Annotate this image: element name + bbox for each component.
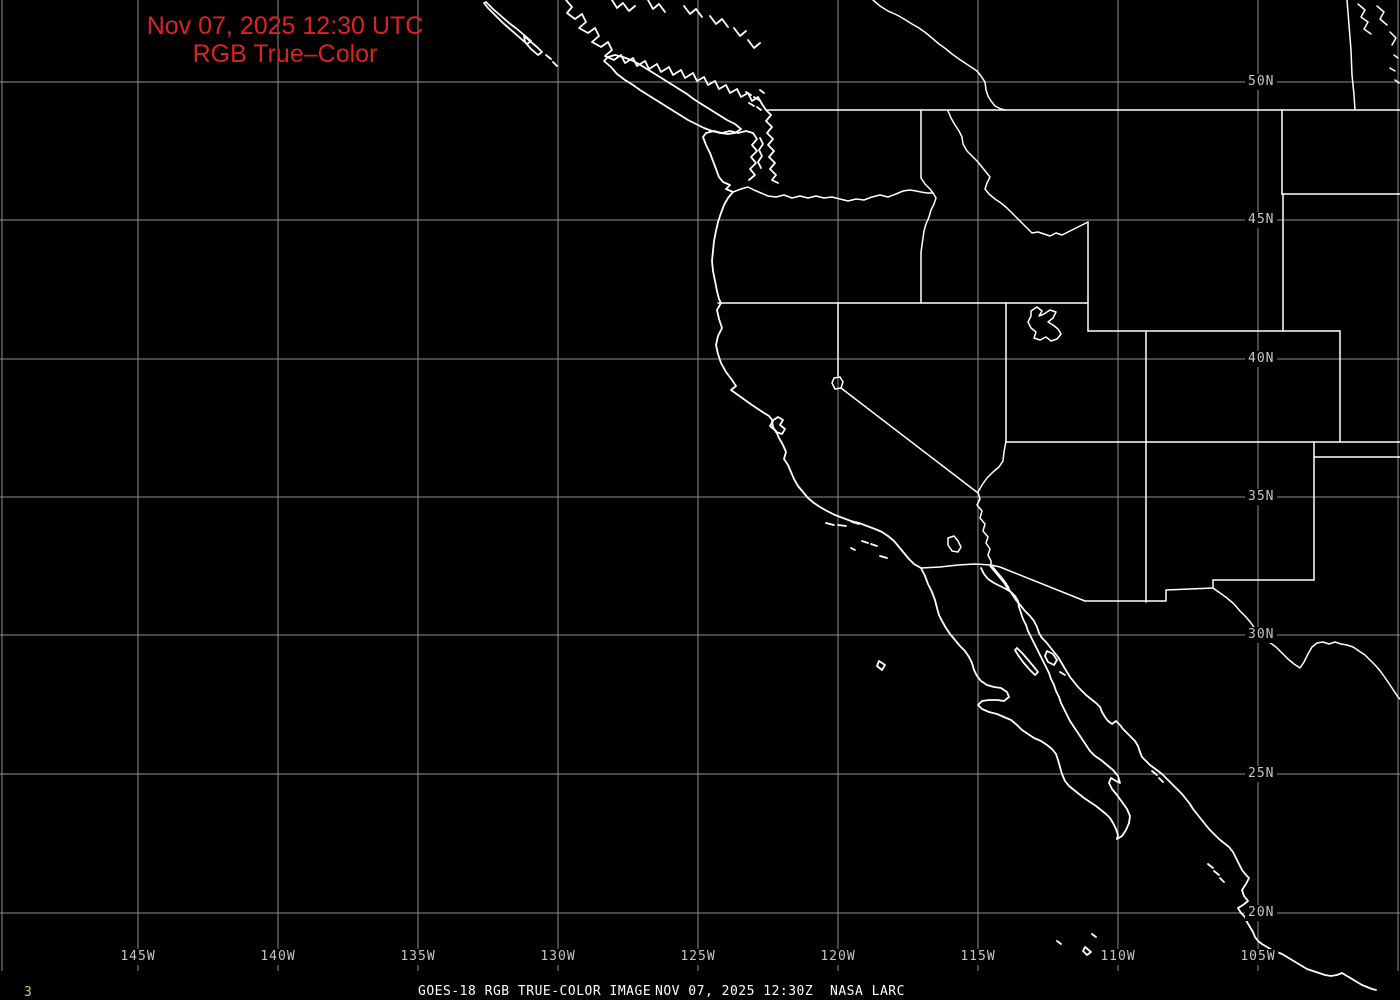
lon-label-130w: 130W <box>537 949 579 965</box>
caption-product: GOES-18 RGB TRUE-COLOR IMAGE <box>418 984 652 999</box>
san-francisco-bay <box>771 416 786 435</box>
hood-canal <box>757 137 764 169</box>
gulf-of-california-islands <box>1014 647 1066 676</box>
lon-label-115w: 115W <box>957 949 999 965</box>
lat-label-40n: 40N <box>1245 351 1278 367</box>
lat-label-30n: 30N <box>1245 627 1278 643</box>
coast-vancouver-island <box>603 54 742 135</box>
strait-juan-de-fuca <box>705 130 754 134</box>
frame-number: 3 <box>24 985 32 1000</box>
lon-label-110w: 110W <box>1097 949 1139 965</box>
great-salt-lake <box>1027 306 1062 342</box>
border-nv-az <box>977 440 1007 493</box>
border-ca-az-colorado-river <box>976 491 992 567</box>
coast-us-pacific <box>702 132 922 569</box>
lat-label-20n: 20N <box>1245 905 1278 921</box>
border-wa-id <box>920 109 934 194</box>
canada-lakes <box>1357 3 1400 84</box>
coast-mexico-mainland <box>1007 587 1377 991</box>
lat-label-35n: 35N <box>1245 489 1278 505</box>
timestamp-title: Nov 07, 2025 12:30 UTC RGB True–Color <box>140 12 430 68</box>
lat-label-45n: 45N <box>1245 212 1278 228</box>
caption-credit: NASA LARC <box>830 984 905 999</box>
isla-cedros <box>876 660 886 671</box>
lat-label-50n: 50N <box>1245 74 1278 90</box>
lon-label-135w: 135W <box>397 949 439 965</box>
lon-label-145w: 145W <box>117 949 159 965</box>
title-line-datetime: Nov 07, 2025 12:30 UTC <box>146 12 424 40</box>
border-bc-alberta <box>872 0 1006 111</box>
channel-islands <box>825 521 888 559</box>
islas-marias <box>1207 863 1225 883</box>
border-or-id-snake <box>920 192 937 304</box>
border-rio-grande <box>1212 587 1400 700</box>
lon-label-105w: 105W <box>1237 949 1279 965</box>
puget-sound-west-shore <box>748 132 758 181</box>
graticule-grid <box>0 0 1400 971</box>
border-us-mexico-az <box>990 564 1086 602</box>
political-borders <box>717 0 1400 700</box>
border-sask-manitoba <box>1346 0 1356 111</box>
title-line-product: RGB True–Color <box>192 40 378 68</box>
san-juan-islands <box>745 89 765 111</box>
coastlines <box>483 0 1377 991</box>
lon-label-140w: 140W <box>257 949 299 965</box>
coast-baja-peninsula <box>920 567 1131 840</box>
lon-label-125w: 125W <box>677 949 719 965</box>
coast-bc-fjord-inlets <box>611 0 761 49</box>
salton-sea <box>947 535 962 553</box>
puget-sound-east-shore <box>765 109 779 184</box>
coast-bc-mainland <box>565 0 767 111</box>
sinaloa-islets <box>1151 770 1164 783</box>
lat-label-25n: 25N <box>1245 766 1278 782</box>
border-mt-id-bitterroot <box>947 110 1089 237</box>
lon-label-120w: 120W <box>817 949 859 965</box>
border-us-mexico-ca <box>920 563 992 569</box>
coast-haida-gwaii <box>483 1 558 67</box>
border-us-mexico-nm <box>1084 579 1214 602</box>
caption-timestamp: NOV 07, 2025 12:30Z <box>655 984 814 999</box>
colorado-river-delta <box>989 564 1010 590</box>
border-wa-or-columbia-river <box>732 186 934 202</box>
border-ca-nv-diagonal <box>840 387 979 494</box>
islas-revillagigedo <box>1056 933 1097 956</box>
bottom-caption: GOES-18 RGB TRUE-COLOR IMAGE NOV 07, 202… <box>0 984 1400 1000</box>
